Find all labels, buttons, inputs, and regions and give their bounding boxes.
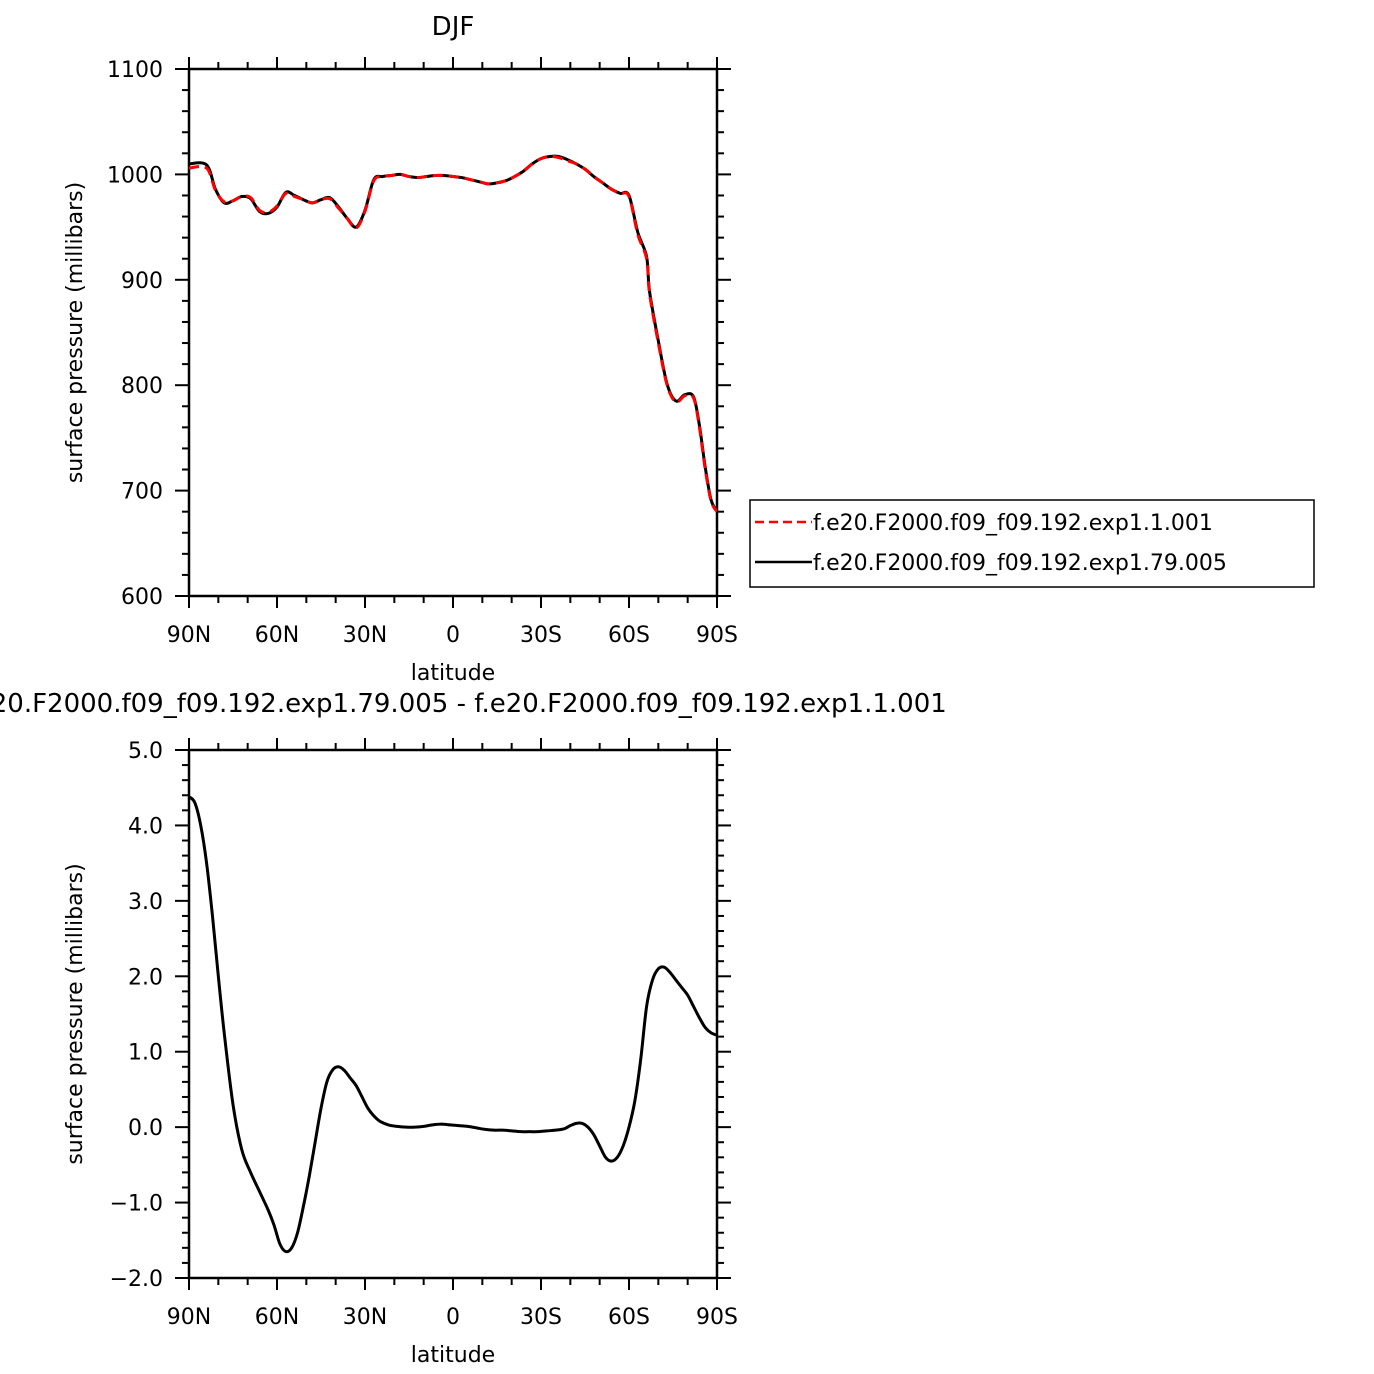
chart-title: DJF <box>432 12 475 42</box>
x-tick-label: 60S <box>608 1305 650 1330</box>
y-tick-label: 3.0 <box>128 890 163 915</box>
y-tick-label: 800 <box>121 374 163 399</box>
difference-chart: f.e20.F2000.f09_f09.192.exp1.79.005 - f.… <box>0 689 947 1368</box>
x-tick-label: 0 <box>446 1305 460 1330</box>
y-tick-label: 900 <box>121 269 163 294</box>
y-tick-label: −2.0 <box>110 1267 163 1292</box>
x-tick-label: 30S <box>520 623 562 648</box>
y-tick-label: 0.0 <box>128 1116 163 1141</box>
x-tick-label: 60S <box>608 623 650 648</box>
y-tick-label: 600 <box>121 585 163 610</box>
x-tick-label: 30S <box>520 1305 562 1330</box>
pressure-chart: DJF 90N 60N 30N 0 30S 60S 90S 600 700 800 900 1000 11… <box>63 12 1315 686</box>
y-axis-title: surface pressure (millibars) <box>63 182 88 483</box>
x-axis-title: latitude <box>411 661 495 686</box>
legend-entry-label: f.e20.F2000.f09_f09.192.exp1.79.005 <box>813 551 1227 576</box>
series-line-0 <box>189 154 717 513</box>
x-tick-label: 60N <box>255 1305 299 1330</box>
x-tick-label: 90S <box>696 1305 738 1330</box>
y-tick-label: 4.0 <box>128 814 163 839</box>
y-tick-label: 1100 <box>107 58 163 83</box>
x-axis-title: latitude <box>411 1343 495 1368</box>
y-tick-label: 1000 <box>107 163 163 188</box>
x-tick-label: 0 <box>446 623 460 648</box>
x-tick-label: 60N <box>255 623 299 648</box>
x-tick-label: 90N <box>167 1305 211 1330</box>
x-tick-label: 30N <box>343 1305 387 1330</box>
y-tick-label: 5.0 <box>128 739 163 764</box>
x-tick-label: 90N <box>167 623 211 648</box>
y-tick-label: 700 <box>121 480 163 505</box>
y-tick-label: 2.0 <box>128 965 163 990</box>
x-tick-label: 30N <box>343 623 387 648</box>
plot-frame <box>187 748 719 1280</box>
series-line-0 <box>189 795 717 1254</box>
chart-title: f.e20.F2000.f09_f09.192.exp1.79.005 - f.… <box>0 689 947 719</box>
legend-box <box>749 499 1315 588</box>
legend: f.e20.F2000.f09_f09.192.exp1.1.001 f.e20.… <box>749 499 1315 588</box>
legend-entry-label: f.e20.F2000.f09_f09.192.exp1.1.001 <box>813 511 1213 536</box>
x-tick-label: 90S <box>696 623 738 648</box>
y-tick-label: 1.0 <box>128 1041 163 1066</box>
series-line-1 <box>189 154 717 512</box>
plot-frame <box>187 67 719 598</box>
y-tick-label: −1.0 <box>110 1192 163 1217</box>
y-axis-title: surface pressure (millibars) <box>63 863 88 1164</box>
